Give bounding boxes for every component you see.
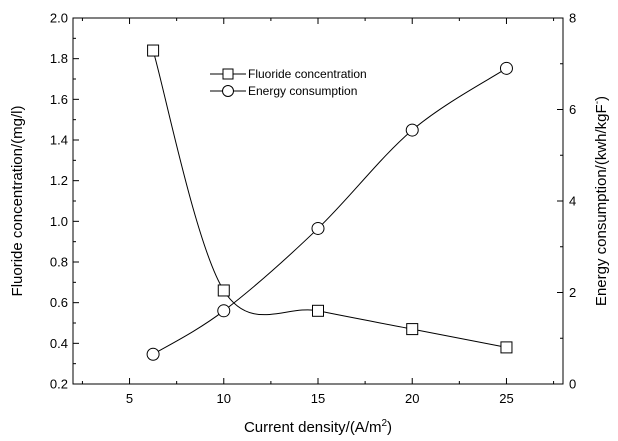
left-y-tick-label: 0.6 — [50, 295, 68, 310]
right-y-tick-label: 4 — [569, 194, 576, 209]
legend-label-energy: Energy consumption — [248, 84, 357, 98]
x-tick-label: 20 — [405, 391, 419, 406]
left-y-tick-label: 0.4 — [50, 336, 68, 351]
data-point-fluoride — [147, 44, 160, 57]
legend-item-energy: Energy consumption — [210, 84, 357, 98]
right-y-tick-label: 2 — [569, 285, 576, 300]
x-tick-label: 5 — [126, 391, 133, 406]
left-y-tick-label: 0.8 — [50, 255, 68, 270]
data-point-energy — [311, 221, 325, 235]
data-point-energy — [146, 347, 160, 361]
data-point-energy — [499, 61, 513, 75]
left-y-tick-label: 0.2 — [50, 377, 68, 392]
data-point-energy — [405, 123, 419, 137]
left-y-tick-label: 1.0 — [50, 214, 68, 229]
data-point-fluoride — [217, 284, 230, 297]
legend-label-fluoride: Fluoride concentration — [248, 67, 367, 81]
right-y-tick-label: 0 — [569, 377, 576, 392]
x-tick-label: 10 — [217, 391, 231, 406]
left-y-tick-label: 1.8 — [50, 51, 68, 66]
series-group — [146, 44, 513, 361]
legend: Fluoride concentration Energy consumptio… — [210, 67, 367, 98]
left-y-tick-label: 1.4 — [50, 133, 68, 148]
left-y-tick-label: 2.0 — [50, 11, 68, 26]
left-y-tick-label: 1.6 — [50, 92, 68, 107]
x-axis-ticks: 5 10 15 20 25 — [81, 18, 555, 406]
left-y-axis-title: Fluoride concentration/(mg/l) — [9, 106, 26, 297]
right-y-axis-ticks: 0 2 4 6 8 — [557, 11, 576, 392]
x-tick-label: 15 — [311, 391, 325, 406]
series-line-fluoride — [152, 50, 507, 348]
data-point-fluoride — [312, 304, 324, 317]
legend-item-fluoride: Fluoride concentration — [210, 67, 367, 81]
x-axis-title: Current density/(A/m2) — [244, 418, 392, 436]
left-y-tick-label: 1.2 — [50, 173, 68, 188]
left-y-axis-ticks: 0.2 0.4 0.6 0.8 1.0 1.2 1.4 1.6 1.8 2.0 — [50, 11, 79, 392]
right-y-tick-label: 8 — [569, 11, 576, 26]
data-point-fluoride — [500, 341, 513, 354]
legend-square-marker-icon — [222, 68, 234, 80]
data-point-energy — [217, 304, 231, 318]
right-y-tick-label: 6 — [569, 102, 576, 117]
series-line-energy — [152, 67, 507, 355]
data-point-fluoride — [406, 323, 419, 336]
legend-circle-marker-icon — [222, 85, 234, 97]
x-tick-label: 25 — [499, 391, 513, 406]
right-y-axis-title: Energy consumption/(kwh/kgF-) — [592, 96, 610, 306]
